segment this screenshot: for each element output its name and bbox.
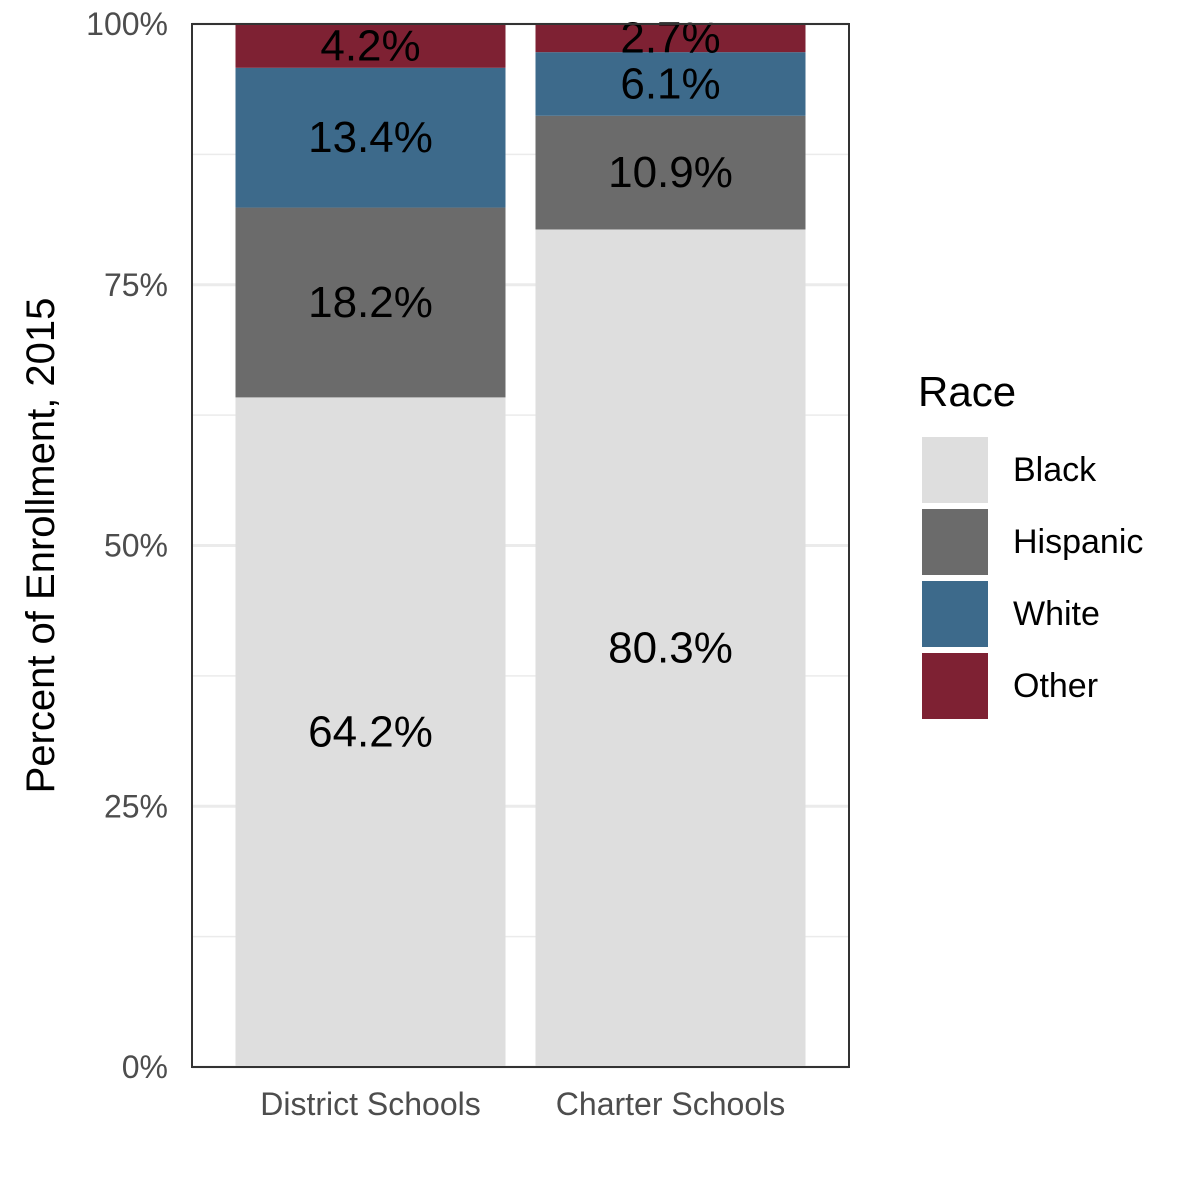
bar-label-other-1: 4.2% <box>320 21 420 70</box>
x-tick-label: District Schools <box>260 1086 481 1122</box>
bar-label-black-1: 64.2% <box>308 708 433 757</box>
bar-label-white-2: 6.1% <box>620 59 720 108</box>
bar-label-hispanic-1: 18.2% <box>308 278 433 327</box>
bar-label-other-2: 2.7% <box>620 14 720 63</box>
bar-segment-black-1 <box>235 397 506 1067</box>
x-axis: District Schools Charter Schools <box>260 1086 785 1122</box>
y-tick-label: 25% <box>104 788 168 824</box>
bar-segment-hispanic-2 <box>535 115 806 230</box>
bar-label-white-1: 13.4% <box>308 113 433 162</box>
legend-label-white: White <box>1013 595 1100 633</box>
legend-key-hispanic <box>922 509 988 575</box>
y-axis-title: Percent of Enrollment, 2015 <box>19 298 63 794</box>
legend-title: Race <box>918 368 1016 415</box>
x-tick-label: Charter Schools <box>556 1086 785 1122</box>
legend-key-other <box>922 653 988 719</box>
legend: Race Black Hispanic White Other <box>918 368 1143 719</box>
y-tick-label: 75% <box>104 267 168 303</box>
legend-label-other: Other <box>1013 667 1098 705</box>
y-tick-label: 0% <box>122 1049 168 1085</box>
y-axis: 0% 25% 50% 75% 100% <box>86 6 168 1085</box>
legend-label-black: Black <box>1013 451 1097 489</box>
bars <box>235 24 806 1067</box>
bar-segment-other-1 <box>235 24 506 68</box>
bar-segment-other-2 <box>535 24 806 53</box>
bar-segment-white-2 <box>535 52 806 116</box>
legend-key-black <box>922 437 988 503</box>
bar-segment-white-1 <box>235 67 506 208</box>
bar-labels: 64.2% 18.2% 13.4% 4.2% 80.3% 10.9% 6.1%2.7% <box>308 14 733 757</box>
legend-label-hispanic: Hispanic <box>1013 523 1143 561</box>
bar-label-black-2: 80.3% <box>608 624 733 673</box>
bar-segment-hispanic-1 <box>235 207 506 398</box>
y-tick-label: 50% <box>104 528 168 564</box>
bar-label-hispanic-2: 10.9% <box>608 148 733 197</box>
bar-segment-black-2 <box>535 229 806 1067</box>
legend-key-white <box>922 581 988 647</box>
y-tick-label: 100% <box>86 6 168 42</box>
plot-panel-border <box>191 23 850 1068</box>
